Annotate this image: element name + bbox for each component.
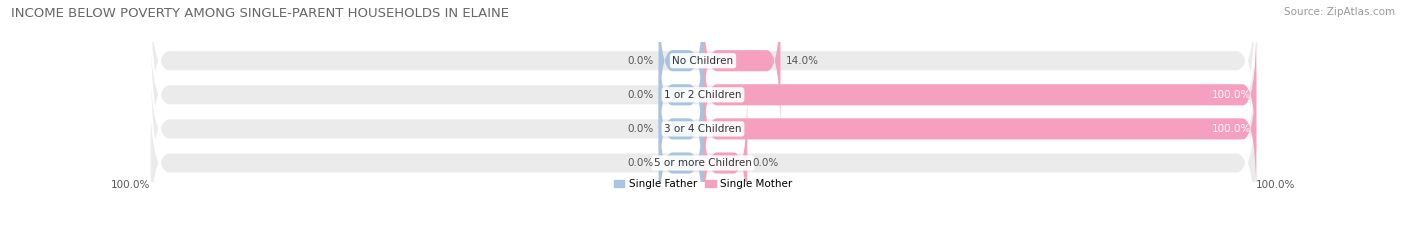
Text: 3 or 4 Children: 3 or 4 Children: [664, 124, 742, 134]
FancyBboxPatch shape: [703, 20, 1257, 169]
Text: 0.0%: 0.0%: [627, 124, 654, 134]
FancyBboxPatch shape: [149, 54, 1257, 233]
FancyBboxPatch shape: [659, 20, 703, 169]
Text: INCOME BELOW POVERTY AMONG SINGLE-PARENT HOUSEHOLDS IN ELAINE: INCOME BELOW POVERTY AMONG SINGLE-PARENT…: [11, 7, 509, 20]
Legend: Single Father, Single Mother: Single Father, Single Mother: [610, 175, 796, 193]
Text: No Children: No Children: [672, 56, 734, 66]
Text: 100.0%: 100.0%: [1212, 90, 1251, 100]
FancyBboxPatch shape: [659, 54, 703, 204]
Text: 100.0%: 100.0%: [1212, 124, 1251, 134]
Text: 0.0%: 0.0%: [627, 158, 654, 168]
Text: 0.0%: 0.0%: [752, 158, 779, 168]
Text: 0.0%: 0.0%: [627, 90, 654, 100]
FancyBboxPatch shape: [659, 88, 703, 233]
Text: 100.0%: 100.0%: [1256, 180, 1295, 190]
Text: 14.0%: 14.0%: [786, 56, 818, 66]
Text: Source: ZipAtlas.com: Source: ZipAtlas.com: [1284, 7, 1395, 17]
FancyBboxPatch shape: [149, 0, 1257, 204]
FancyBboxPatch shape: [703, 0, 780, 135]
FancyBboxPatch shape: [149, 20, 1257, 233]
FancyBboxPatch shape: [703, 54, 1257, 204]
Text: 1 or 2 Children: 1 or 2 Children: [664, 90, 742, 100]
FancyBboxPatch shape: [149, 0, 1257, 169]
FancyBboxPatch shape: [659, 0, 703, 135]
FancyBboxPatch shape: [703, 88, 747, 233]
Text: 100.0%: 100.0%: [111, 180, 150, 190]
Text: 0.0%: 0.0%: [627, 56, 654, 66]
Text: 5 or more Children: 5 or more Children: [654, 158, 752, 168]
